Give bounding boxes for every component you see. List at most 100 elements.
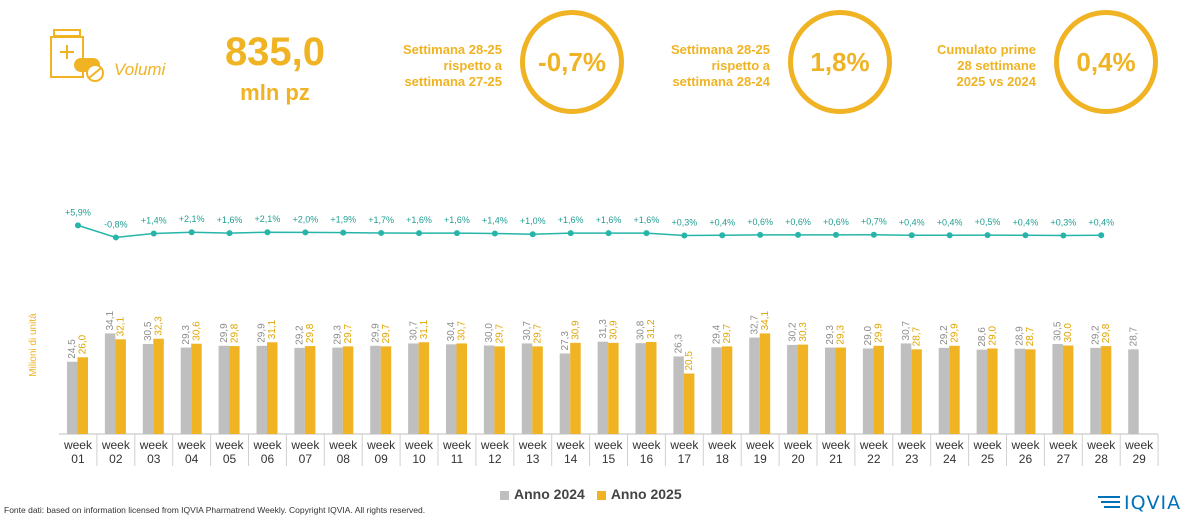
bar-2024: [673, 356, 684, 434]
x-tick-label: 02: [109, 452, 123, 466]
data-label-2025: 31,1: [419, 319, 430, 339]
growth-point: [681, 232, 688, 239]
growth-label: +2,0%: [292, 214, 318, 224]
growth-label: +1,6%: [634, 215, 660, 225]
growth-point: [416, 230, 423, 237]
data-label-2025: 20,5: [684, 351, 695, 371]
bar-2024: [446, 344, 457, 434]
data-label-2025: 29,7: [381, 323, 392, 343]
bar-2024: [825, 347, 836, 434]
bar-2024: [711, 347, 722, 434]
bar-2025: [456, 343, 467, 434]
bar-2024: [294, 347, 305, 434]
x-tick-label: week: [1086, 438, 1116, 452]
x-tick-label: 29: [1132, 452, 1146, 466]
bar-2024: [370, 345, 381, 434]
data-label-2025: 29,3: [836, 325, 847, 345]
x-tick-label: week: [783, 438, 813, 452]
growth-label: +0,6%: [823, 217, 849, 227]
data-label-2025: 30,3: [798, 322, 809, 342]
x-tick-label: week: [139, 438, 169, 452]
data-label-2024: 30,7: [901, 321, 912, 341]
data-label-2024: 24,5: [67, 339, 78, 359]
growth-label: +0,4%: [899, 217, 925, 227]
bar-2025: [835, 347, 846, 434]
x-tick-label: 07: [299, 452, 313, 466]
data-label-2025: 28,7: [1025, 326, 1036, 346]
x-tick-label: week: [1010, 438, 1040, 452]
growth-label: +0,6%: [785, 217, 811, 227]
data-label-2025: 29,7: [495, 323, 506, 343]
data-label-2025: 31,1: [267, 319, 278, 339]
x-tick-label: 04: [185, 452, 199, 466]
bar-2024: [900, 343, 912, 434]
stat-circle-weekly: -0,7%: [520, 10, 624, 114]
stat-label-yoy: Settimana 28-25 rispetto a settimana 28-…: [671, 42, 770, 89]
stat-circle-yoy: 1,8%: [788, 10, 892, 114]
growth-point: [340, 229, 347, 236]
data-label-2024: 30,8: [636, 320, 647, 340]
x-tick-label: week: [215, 438, 245, 452]
bar-2025: [987, 348, 998, 434]
x-tick-label: week: [518, 438, 548, 452]
growth-point: [757, 231, 764, 238]
growth-point: [832, 231, 839, 238]
data-label-2025: 30,7: [457, 321, 468, 341]
data-label-2024: 29,9: [257, 323, 268, 343]
x-tick-label: week: [821, 438, 851, 452]
data-label-2024: 29,3: [333, 325, 344, 345]
growth-point: [908, 232, 915, 239]
kpi-total-value: 835,0: [224, 30, 326, 74]
growth-point: [453, 230, 460, 237]
medicine-bottle-icon: [50, 29, 104, 82]
data-label-2025: 30,6: [191, 321, 202, 341]
bar-2025: [418, 342, 430, 434]
bar-2024: [104, 333, 116, 434]
x-tick-label: 10: [412, 452, 426, 466]
growth-point: [188, 229, 195, 236]
data-label-2024: 29,3: [825, 325, 836, 345]
bar-2024: [1014, 348, 1025, 434]
bar-2025: [1100, 346, 1112, 434]
data-label-2025: 28,7: [912, 326, 923, 346]
x-tick-label: week: [404, 438, 434, 452]
data-label-2024: 29,0: [863, 326, 874, 346]
bar-2025: [494, 346, 505, 434]
bar-2025: [77, 357, 88, 434]
iqvia-logo: IQVIA: [1098, 492, 1181, 514]
bar-2025: [229, 346, 240, 434]
data-label-2025: 29,9: [874, 323, 885, 343]
x-tick-label: week: [745, 438, 775, 452]
growth-point: [491, 230, 498, 237]
x-tick-label: 26: [1019, 452, 1033, 466]
growth-point: [302, 229, 309, 236]
data-label-2024: 31,3: [598, 319, 609, 339]
data-label-2024: 29,9: [219, 323, 230, 343]
x-tick-label: week: [101, 438, 131, 452]
data-label-2024: 29,2: [295, 325, 306, 345]
data-label-2024: 30,7: [522, 321, 533, 341]
bar-2025: [570, 342, 581, 434]
x-tick-label: 21: [829, 452, 843, 466]
bar-2025: [115, 339, 126, 434]
data-label-2025: 26,0: [78, 334, 89, 354]
data-label-2024: 29,2: [1091, 325, 1102, 345]
data-label-2025: 29,8: [305, 323, 316, 343]
x-tick-label: 20: [791, 452, 805, 466]
x-tick-label: week: [1048, 438, 1078, 452]
growth-label: +5,9%: [65, 207, 91, 217]
x-tick-label: 13: [526, 452, 540, 466]
x-tick-label: 22: [867, 452, 881, 466]
data-label-2024: 29,4: [712, 324, 723, 344]
growth-label: +0,5%: [975, 217, 1001, 227]
bar-2025: [153, 338, 164, 434]
x-tick-label: week: [594, 438, 624, 452]
growth-point: [112, 234, 119, 241]
x-tick-label: week: [328, 438, 358, 452]
x-tick-label: 15: [602, 452, 616, 466]
bar-2024: [787, 344, 798, 434]
bar-2025: [911, 349, 922, 434]
bar-2024: [483, 345, 495, 434]
bar-2024: [597, 341, 609, 434]
bar-2024: [332, 347, 343, 434]
